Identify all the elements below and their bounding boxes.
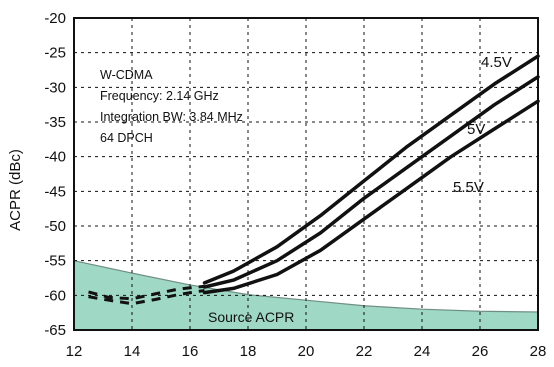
x-tick-label: 14 bbox=[124, 343, 141, 360]
y-tick-label: -55 bbox=[44, 253, 66, 270]
source-acpr-label: Source ACPR bbox=[208, 309, 294, 325]
annotation-line-1: W-CDMA bbox=[100, 68, 153, 82]
x-tick-label: 26 bbox=[472, 343, 489, 360]
y-tick-label: -45 bbox=[44, 183, 66, 200]
y-axis-title: ACPR (dBc) bbox=[7, 149, 24, 231]
y-tick-label: -35 bbox=[44, 114, 66, 131]
x-tick-label: 28 bbox=[530, 343, 547, 360]
y-tick-label: -25 bbox=[44, 45, 66, 62]
annotation-box: W-CDMA Frequency: 2.14 GHz Integration B… bbox=[100, 68, 243, 145]
series-line-0 bbox=[202, 54, 540, 285]
plot-frame bbox=[73, 17, 539, 331]
x-tick-label: 12 bbox=[66, 343, 83, 360]
series-lines bbox=[88, 54, 540, 306]
series-line-4 bbox=[88, 289, 205, 306]
annotation-line-3: Integration BW: 3.84 MHz bbox=[100, 110, 243, 124]
series-line-3 bbox=[88, 284, 205, 301]
x-tick-label: 24 bbox=[414, 343, 431, 360]
plot-border bbox=[73, 17, 539, 331]
x-tick-label: 22 bbox=[356, 343, 373, 360]
y-tick-label: -65 bbox=[44, 322, 66, 339]
annotation-line-2: Frequency: 2.14 GHz bbox=[100, 89, 219, 103]
x-tick-label: 20 bbox=[298, 343, 315, 360]
y-tick-label: -60 bbox=[44, 287, 66, 304]
y-tick-label: -40 bbox=[44, 149, 66, 166]
series-line-2 bbox=[202, 99, 540, 295]
annotation-line-4: 64 DPCH bbox=[100, 131, 153, 145]
y-tick-label: -20 bbox=[44, 10, 66, 27]
series-label-5-5v: 5.5V bbox=[453, 179, 484, 196]
x-tick-label: 18 bbox=[240, 343, 257, 360]
series-label-5v: 5V bbox=[467, 121, 485, 138]
y-tick-label: -50 bbox=[44, 218, 66, 235]
series-line-1 bbox=[202, 75, 540, 289]
x-tick-label: 16 bbox=[182, 343, 199, 360]
series-label-4-5v: 4.5V bbox=[481, 54, 512, 71]
grid-lines bbox=[74, 18, 538, 330]
y-tick-label: -30 bbox=[44, 79, 66, 96]
